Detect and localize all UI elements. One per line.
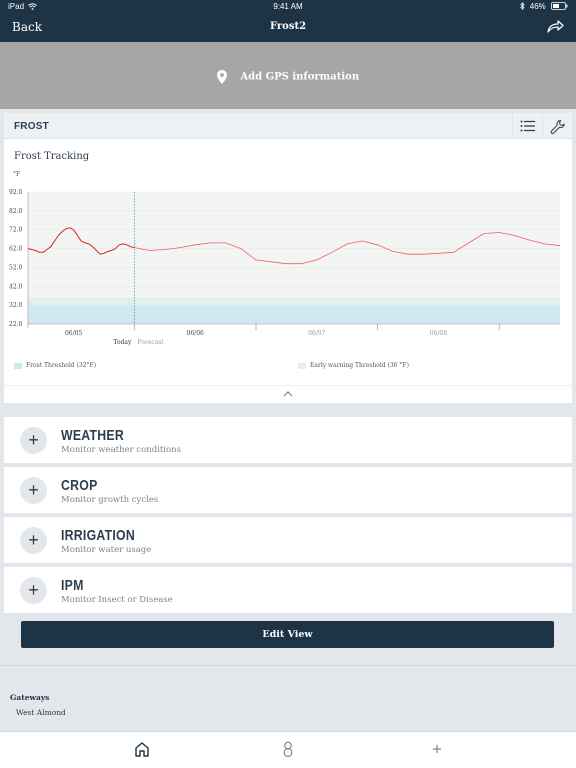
- section-title: WEATHER: [61, 427, 124, 444]
- legend-label-early-warning: Early warning Threshold (36 °F): [310, 362, 409, 369]
- add-gps-label: Add GPS information: [240, 71, 360, 83]
- back-button[interactable]: Back: [12, 20, 42, 34]
- gateway-item[interactable]: West Almond: [16, 708, 66, 717]
- status-time: 9:41 AM: [273, 2, 303, 11]
- section-subtitle: Monitor water usage: [61, 545, 152, 555]
- forecast-label: Forecast: [137, 339, 164, 346]
- collapse-button[interactable]: [4, 385, 572, 403]
- section-weather[interactable]: + WEATHER Monitor weather conditions: [4, 417, 572, 463]
- frost-card-header: FROST: [4, 113, 572, 139]
- series-line-forecast: [134, 232, 561, 265]
- chart-title: Frost Tracking: [14, 151, 90, 162]
- plus-icon[interactable]: +: [20, 527, 47, 554]
- chevron-up-icon: [283, 391, 293, 397]
- plus-icon[interactable]: +: [20, 477, 47, 504]
- section-subtitle: Monitor weather conditions: [61, 445, 181, 455]
- y-tick-label: 32.0: [9, 302, 23, 309]
- section-title: IRRIGATION: [61, 527, 135, 544]
- edit-view-button[interactable]: Edit View: [21, 621, 554, 648]
- wifi-icon: [28, 3, 38, 10]
- x-tick-label: 06/06: [187, 330, 204, 337]
- section-ipm[interactable]: + IPM Monitor Insect or Disease: [4, 567, 572, 613]
- frost-card-title: FROST: [14, 121, 49, 132]
- plus-icon[interactable]: [425, 739, 449, 759]
- series-line-observed: [27, 227, 135, 255]
- y-tick-label: 22.0: [9, 321, 23, 328]
- x-tick-label: 06/07: [308, 330, 325, 337]
- bluetooth-icon: [519, 1, 525, 11]
- y-tick-label: 62.0: [9, 246, 23, 253]
- today-label: Today: [113, 339, 132, 346]
- plus-icon[interactable]: +: [20, 427, 47, 454]
- person-icon[interactable]: [276, 739, 300, 759]
- section-title: IPM: [61, 577, 84, 594]
- legend-label-frost: Frost Threshold (32°F): [26, 362, 97, 369]
- status-bar: iPad 9:41 AM 46%: [0, 0, 576, 12]
- gateways-title: Gateways: [10, 693, 50, 702]
- battery-icon: [551, 2, 568, 10]
- y-tick-label: 72.0: [9, 227, 23, 234]
- divider: [0, 665, 576, 666]
- legend-early-warning: Early warning Threshold (36 °F): [298, 362, 409, 369]
- location-pin-icon: [216, 70, 227, 84]
- add-gps-banner[interactable]: Add GPS information: [0, 42, 576, 109]
- frost-tracking-chart[interactable]: 92.0 82.0 72.0 62.0 52.0 42.0 32.0 22.0 06/05 06/…: [4, 181, 572, 361]
- legend-frost-threshold: Frost Threshold (32°F): [14, 362, 96, 369]
- section-irrigation[interactable]: + IRRIGATION Monitor water usage: [4, 517, 572, 563]
- y-tick-label: 52.0: [9, 264, 23, 271]
- status-right: 46%: [519, 1, 568, 11]
- wrench-icon: [550, 120, 565, 134]
- legend-swatch-early-warning: [298, 362, 306, 369]
- frost-band: [28, 305, 560, 324]
- section-subtitle: Monitor growth cycles: [61, 495, 159, 505]
- x-tick-label: 06/08: [430, 330, 447, 337]
- status-left: iPad: [8, 2, 38, 11]
- device-name: iPad: [8, 2, 25, 11]
- settings-button[interactable]: [542, 113, 572, 139]
- battery-percent: 46%: [529, 2, 546, 11]
- tab-bar: [0, 731, 576, 768]
- legend-swatch-frost: [14, 362, 22, 369]
- list-icon: [520, 120, 535, 132]
- section-crop[interactable]: + CROP Monitor growth cycles: [4, 467, 572, 513]
- navigation-bar: Back Frost2: [0, 12, 576, 42]
- list-view-button[interactable]: [512, 113, 542, 139]
- early-warning-band: [28, 297, 560, 306]
- home-icon[interactable]: [130, 739, 154, 759]
- y-tick-label: 92.0: [9, 189, 23, 196]
- page-title: Frost2: [269, 21, 307, 32]
- chart-unit-label: °F: [13, 171, 21, 178]
- section-title: CROP: [61, 477, 98, 494]
- x-tick-label: 06/05: [65, 330, 82, 337]
- y-tick-label: 42.0: [9, 283, 23, 290]
- share-icon[interactable]: [546, 17, 564, 35]
- y-tick-label: 82.0: [9, 208, 23, 215]
- frost-card: FROST Frost Tracking °F 92.0 82.0 72.0 62.0…: [4, 113, 572, 403]
- plus-icon[interactable]: +: [20, 577, 47, 604]
- section-subtitle: Monitor Insect or Disease: [61, 595, 173, 605]
